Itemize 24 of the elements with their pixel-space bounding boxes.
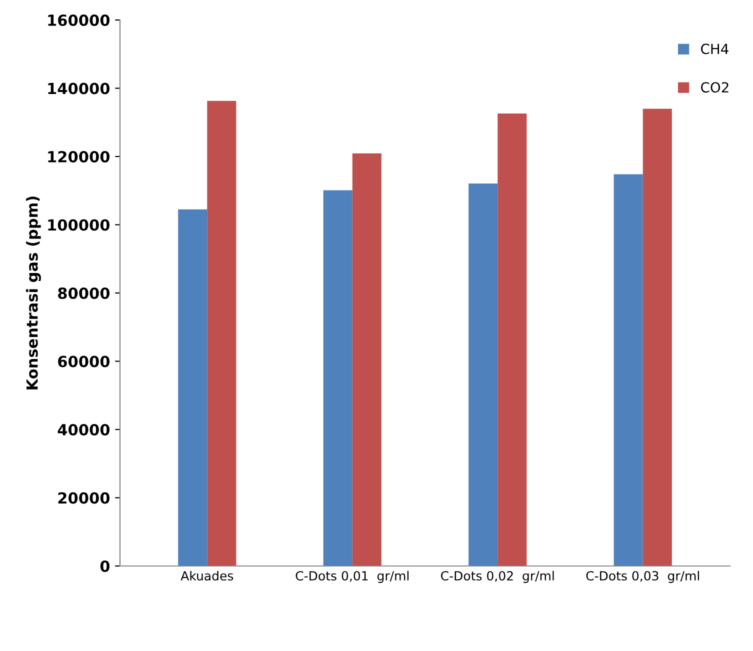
bar xyxy=(642,108,672,566)
x-tick-label: C-Dots 0,03 gr/ml xyxy=(586,570,699,583)
y-tick-label: 80000 xyxy=(58,287,110,300)
bar xyxy=(178,209,208,566)
x-tick-label: Akuades xyxy=(180,570,234,581)
y-axis-title: Konsentrasi gas (ppm) xyxy=(26,196,41,390)
bar xyxy=(207,100,236,566)
y-tick-label: 160000 xyxy=(48,14,110,26)
x-tick-label: C-Dots 0,01 gr/ml xyxy=(296,570,409,583)
bar xyxy=(468,183,498,566)
legend-label: CO2 xyxy=(701,82,728,93)
y-tick-label: 40000 xyxy=(58,424,110,436)
bar xyxy=(352,153,382,566)
bar xyxy=(498,114,527,566)
y-tick-label: 60000 xyxy=(58,356,110,368)
y-tick-label: 0 xyxy=(100,560,110,572)
y-tick-label: 100000 xyxy=(48,219,110,231)
y-tick-label: 120000 xyxy=(48,150,110,163)
bar xyxy=(614,174,643,566)
legend-label: CH4 xyxy=(701,44,728,54)
y-tick-label: 20000 xyxy=(58,492,110,504)
bar xyxy=(323,190,352,566)
x-tick-label: C-Dots 0,02 gr/ml xyxy=(441,570,554,583)
y-tick-label: 140000 xyxy=(48,82,110,94)
